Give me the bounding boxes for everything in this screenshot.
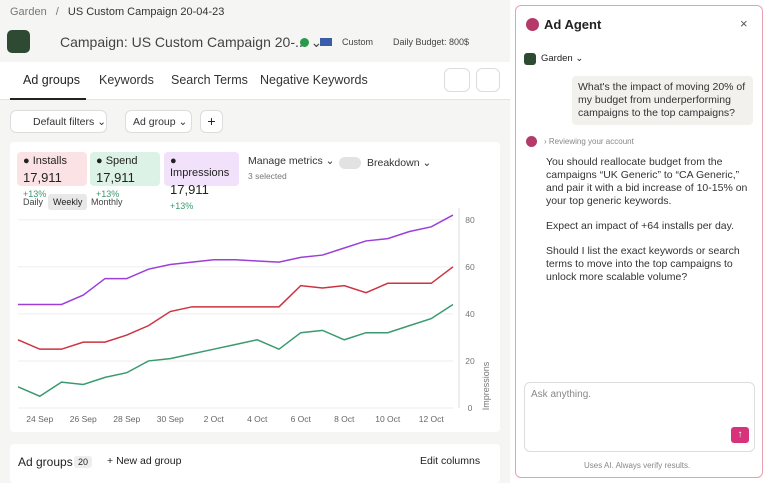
metric-number: 17,911 — [170, 182, 209, 197]
metric-value: 17,911 +13% — [96, 170, 154, 200]
tab[interactable]: Negative Keywords — [260, 73, 368, 87]
selected-count: 3 selected — [248, 171, 287, 181]
campaign-label: Campaign: — [60, 34, 128, 50]
x-tick-label: 26 Sep — [70, 414, 97, 424]
agent-response: You should reallocate budget from the ca… — [546, 156, 756, 284]
filter-label: Default filters — [33, 116, 94, 128]
y-tick-label: 80 — [465, 215, 475, 225]
agent-icon — [526, 18, 539, 31]
status-dot — [300, 38, 309, 47]
toggle[interactable] — [339, 157, 361, 169]
metric-name: ● Impressions — [170, 155, 233, 179]
campaign-select[interactable]: Campaign: US Custom Campaign 20-... ⌄ — [60, 34, 322, 51]
x-tick-label: 30 Sep — [157, 414, 184, 424]
tab-underline — [10, 98, 86, 100]
input-placeholder: Ask anything. — [531, 389, 591, 400]
table-title: Ad groups — [18, 455, 73, 469]
x-tick-label: 10 Oct — [375, 414, 401, 424]
account-select[interactable]: Garden ⌄ — [541, 53, 583, 64]
x-tick-label: 2 Oct — [204, 414, 225, 424]
manage-metrics[interactable]: Manage metrics ⌄ — [248, 155, 334, 167]
line-chart: 0 20 40 60 80 Impressions 24 Sep 26 Sep 28 Sep 30… — [10, 205, 500, 430]
crumb-current: US Custom Campaign 20-04-23 — [68, 6, 225, 18]
calendar-button[interactable] — [476, 68, 500, 92]
metric-number: 17,911 — [23, 170, 62, 185]
main-panel: Garden / US Custom Campaign 20-04-23 Cam… — [0, 0, 510, 483]
breakdown-label: Breakdown — [367, 157, 420, 169]
series-line — [18, 215, 453, 304]
filter-label: Ad group — [133, 116, 176, 128]
crumb-sep: / — [56, 6, 59, 18]
agent-title: Ad Agent — [544, 17, 601, 32]
manage-label: Manage metrics — [248, 155, 323, 167]
x-tick-label: 6 Oct — [291, 414, 312, 424]
close[interactable]: × — [740, 16, 748, 31]
edit-columns[interactable]: Edit columns — [420, 455, 480, 467]
user-message: What's the impact of moving 20% of my bu… — [572, 76, 753, 125]
series-line — [18, 267, 453, 349]
flag — [320, 38, 332, 46]
custom-tag: Custom — [342, 37, 373, 47]
add-filter[interactable]: + — [200, 110, 223, 133]
x-tick-label: 28 Sep — [113, 414, 140, 424]
metric-chip[interactable]: ● Spend17,911 +13% — [90, 152, 160, 186]
budget: Daily Budget: 800$ — [393, 37, 469, 47]
paragraph: Should I list the exact keywords or sear… — [546, 245, 756, 284]
metric-number: 17,911 — [96, 170, 135, 185]
agent-panel: Ad Agent × Garden ⌄ What's the impact of… — [515, 5, 763, 478]
x-tick-label: 4 Oct — [247, 414, 268, 424]
send-button[interactable]: ↑ — [731, 427, 749, 443]
breakdown[interactable]: Breakdown ⌄ — [367, 157, 431, 169]
link-button[interactable] — [444, 68, 470, 92]
y-axis-label: Impressions — [481, 361, 491, 410]
metric-label: Spend — [106, 155, 138, 167]
crumb[interactable]: Garden — [10, 6, 47, 18]
agent-avatar — [526, 136, 537, 147]
series-line — [18, 304, 453, 396]
metric-name: ● Spend — [96, 155, 154, 167]
filter-button[interactable]: Ad group ⌄ — [125, 110, 192, 133]
x-tick-label: 8 Oct — [334, 414, 355, 424]
tab[interactable]: Ad groups — [23, 73, 80, 87]
metric-name: ● Installs — [23, 155, 81, 167]
filter-button[interactable]: Default filters ⌄ — [10, 110, 107, 133]
metric-label: Installs — [33, 155, 67, 167]
account-name: Garden — [541, 53, 573, 64]
breadcrumb: Garden / US Custom Campaign 20-04-23 — [10, 6, 224, 18]
new-label: New ad group — [116, 455, 181, 467]
y-tick-label: 60 — [465, 262, 475, 272]
x-tick-label: 24 Sep — [26, 414, 53, 424]
y-tick-label: 20 — [465, 356, 475, 366]
x-tick-label: 12 Oct — [419, 414, 445, 424]
paragraph: You should reallocate budget from the ca… — [546, 156, 756, 208]
metric-chip[interactable]: ● Impressions17,911 +13% — [164, 152, 239, 186]
disclaimer: Uses AI. Always verify results. — [584, 461, 690, 470]
paragraph: Expect an impact of +64 installs per day… — [546, 220, 756, 233]
logo[interactable] — [7, 30, 30, 53]
y-tick-label: 40 — [465, 309, 475, 319]
tab[interactable]: Keywords — [99, 73, 154, 87]
table-count: 20 — [74, 456, 92, 468]
metric-label: Impressions — [170, 167, 229, 179]
campaign-name: US Custom Campaign 20-... — [132, 34, 307, 50]
new-ad-group[interactable]: + New ad group — [107, 455, 181, 467]
metric-chip[interactable]: ● Installs17,911 +13% — [17, 152, 87, 186]
account-icon — [524, 53, 536, 65]
status: › Reviewing your account — [544, 137, 634, 146]
y-tick-label: 0 — [468, 403, 473, 413]
status-text: Reviewing your account — [549, 137, 634, 146]
tab[interactable]: Search Terms — [171, 73, 248, 87]
